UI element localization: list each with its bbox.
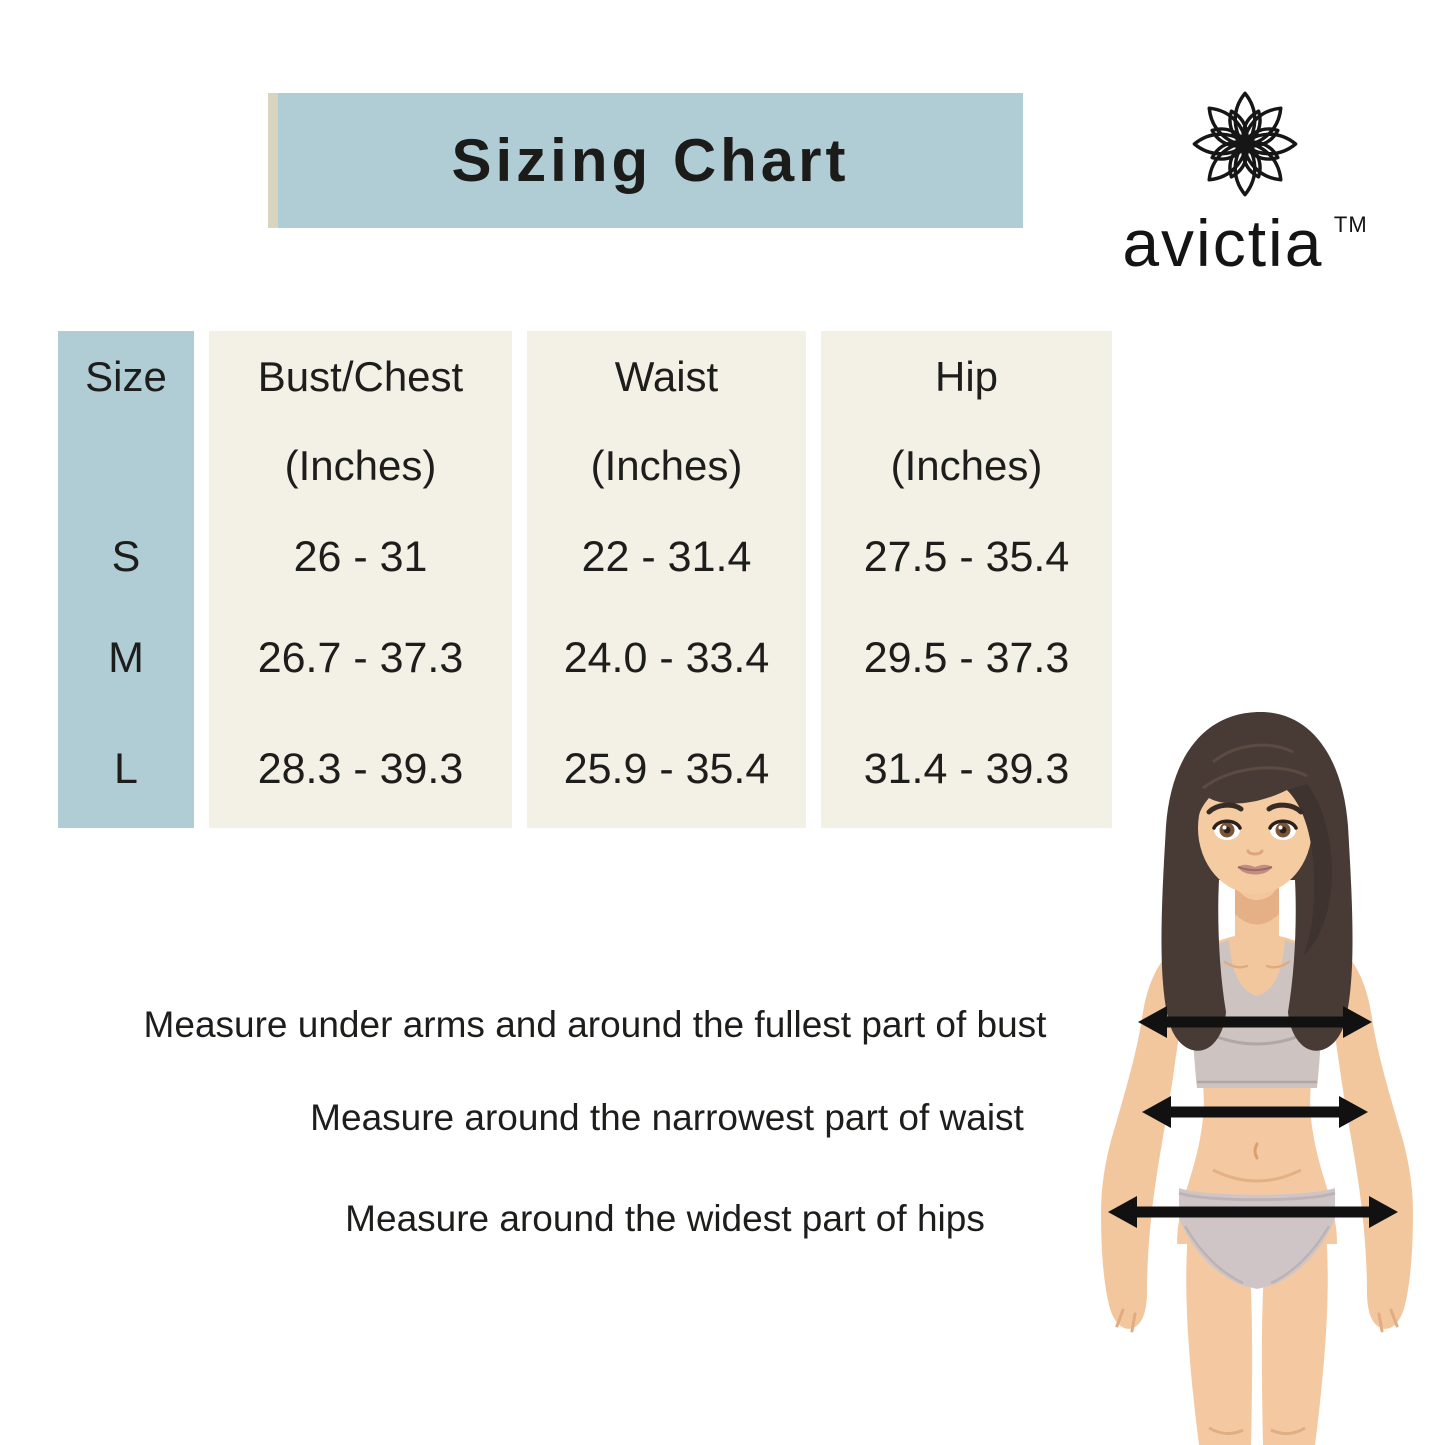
measurement-cell: 29.5 - 37.3 xyxy=(863,633,1070,682)
bust-measure-arrow xyxy=(1138,1006,1372,1038)
size-cell-l: L xyxy=(114,744,138,793)
instruction-waist-text: Measure around the narrowest part of wai… xyxy=(310,1097,1024,1138)
woman-figure-svg xyxy=(1101,711,1413,1445)
brand-name: avictia xyxy=(1122,206,1324,280)
instruction-hips-text: Measure around the widest part of hips xyxy=(345,1198,985,1239)
measurement-cell: 31.4 - 39.3 xyxy=(863,744,1070,793)
woman-measurement-illustration xyxy=(1095,700,1445,1445)
column-unit-hip: (Inches) xyxy=(890,442,1043,489)
column-unit-size xyxy=(58,423,194,509)
column-hip: Hip (Inches) 27.5 - 35.4 29.5 - 37.3 31.… xyxy=(821,331,1112,828)
instruction-bust-text: Measure under arms and around the fulles… xyxy=(143,1004,1047,1045)
column-waist: Waist (Inches) 22 - 31.4 24.0 - 33.4 25.… xyxy=(527,331,806,828)
column-header-hip: Hip xyxy=(934,353,999,400)
column-header-waist: Waist xyxy=(614,353,719,400)
size-cell-m: M xyxy=(108,633,144,682)
page-title: Sizing Chart xyxy=(451,127,850,194)
size-cell-s: S xyxy=(111,533,141,581)
brand-logo: avictia TM xyxy=(1105,88,1385,276)
hips-measure-arrow xyxy=(1108,1196,1398,1228)
measurement-cell: 25.9 - 35.4 xyxy=(563,744,770,793)
measurement-cell: 28.3 - 39.3 xyxy=(257,744,464,793)
waist-measure-arrow xyxy=(1142,1096,1368,1128)
column-header-size: Size xyxy=(85,353,167,400)
measurement-cell: 27.5 - 35.4 xyxy=(863,533,1070,581)
brand-wordmark: avictia TM xyxy=(1105,210,1385,276)
measurement-cell: 22 - 31.4 xyxy=(581,533,752,581)
lotus-flower-icon xyxy=(1192,91,1298,197)
column-unit-waist: (Inches) xyxy=(590,442,743,489)
column-unit-bust: (Inches) xyxy=(284,442,437,489)
sizing-table: Size S M L Bust/Chest (Inches) 26 - 31 2… xyxy=(58,331,1112,828)
title-banner: Sizing Chart xyxy=(268,93,1023,228)
measurement-cell: 26 - 31 xyxy=(293,533,428,581)
column-header-bust: Bust/Chest xyxy=(257,353,464,400)
trademark-symbol: TM xyxy=(1333,212,1368,237)
column-size: Size S M L xyxy=(58,331,194,828)
measurement-cell: 26.7 - 37.3 xyxy=(257,633,464,682)
measurement-cell: 24.0 - 33.4 xyxy=(563,633,770,682)
column-bust-chest: Bust/Chest (Inches) 26 - 31 26.7 - 37.3 … xyxy=(209,331,512,828)
